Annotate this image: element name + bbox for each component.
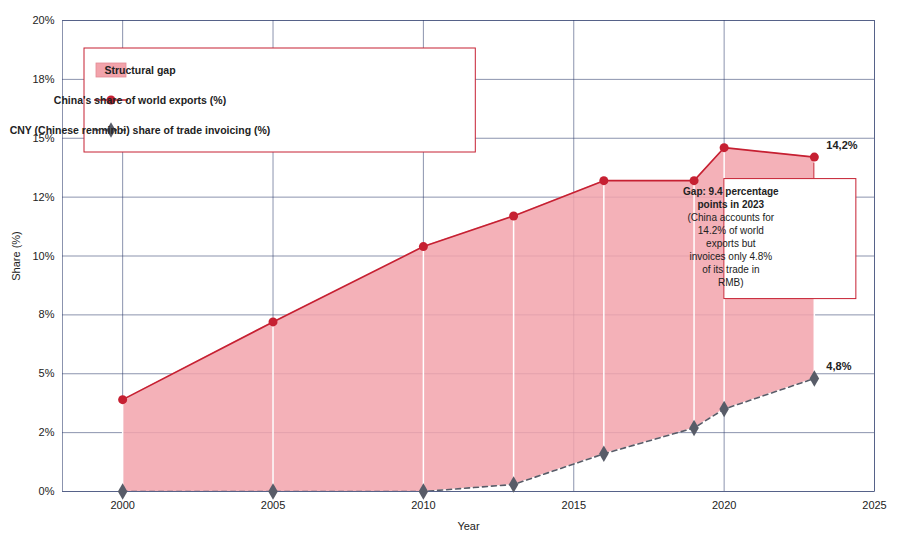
svg-text:2%: 2% [39,426,55,438]
svg-text:20%: 20% [32,14,54,26]
svg-text:8%: 8% [39,308,55,320]
svg-text:Year: Year [457,520,480,532]
svg-text:0%: 0% [39,485,55,497]
svg-text:Structural gap: Structural gap [104,64,175,76]
svg-text:18%: 18% [32,73,54,85]
svg-text:Share (%): Share (%) [10,231,22,281]
svg-text:12%: 12% [32,191,54,203]
svg-text:10%: 10% [32,250,54,262]
svg-text:CNY (Chinese renminbi) share o: CNY (Chinese renminbi) share of trade in… [10,124,271,136]
svg-text:2020: 2020 [712,499,736,511]
svg-text:Gap: 9.4 percentagepoints in 2: Gap: 9.4 percentagepoints in 2023(China … [683,186,779,288]
svg-text:14,2%: 14,2% [826,139,857,151]
svg-text:2000: 2000 [110,499,134,511]
svg-text:15%: 15% [32,131,55,144]
svg-text:China's share of world exports: China's share of world exports (%) [54,94,226,106]
svg-text:4,8%: 4,8% [826,360,851,372]
svg-text:2005: 2005 [261,499,285,511]
svg-text:2010: 2010 [411,499,435,511]
svg-text:2015: 2015 [562,499,586,511]
svg-text:5%: 5% [39,367,55,379]
svg-text:2025: 2025 [862,499,886,511]
